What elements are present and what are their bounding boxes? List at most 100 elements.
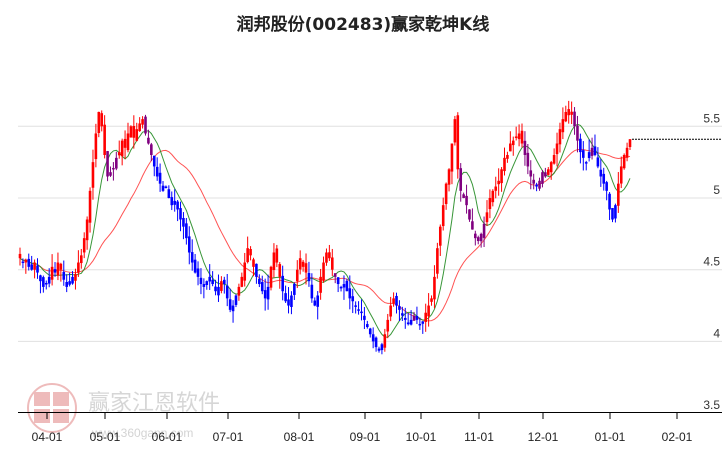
candle [523,140,527,155]
candle [392,298,395,304]
candle [182,217,185,227]
candle [167,189,171,198]
candle [418,323,422,326]
candle [599,169,603,177]
candle [301,261,305,267]
candle [471,221,474,230]
candle [39,275,42,282]
candle [582,150,585,158]
candle [79,255,83,264]
candle [389,305,392,317]
candle [476,237,480,242]
watermark-brand: 赢家江恩软件 [88,391,220,416]
candle [479,233,483,242]
candle [152,155,156,167]
candle [240,276,244,287]
candle [109,172,112,176]
candle [491,190,495,203]
candle [427,305,430,317]
candle [500,169,503,184]
candle [336,277,340,285]
candle [444,183,448,205]
candle [482,223,486,238]
candle [564,111,568,122]
candle [608,193,611,210]
candle [44,282,48,285]
candle [316,295,320,307]
candle [459,168,463,191]
candle [494,186,498,191]
candle [497,180,500,185]
x-tick-label: 11-01 [464,430,494,444]
candle [424,312,427,322]
candle [541,172,544,184]
candle [511,140,515,146]
candle [535,184,538,187]
y-tick-label: 5 [713,183,720,197]
candle [42,277,45,287]
candle [33,262,36,270]
candle [433,276,436,300]
candle [506,154,509,159]
candle [173,200,176,205]
candle [430,298,433,302]
candle [339,286,343,289]
y-tick-label: 4 [713,326,720,340]
candle [450,143,454,172]
candle [82,238,86,253]
candle [333,273,337,277]
watermark: 赢家江恩软件 www.360gann.com [27,383,220,440]
candle [208,276,212,282]
candle [217,286,220,296]
candle [447,169,451,185]
candle [272,252,276,270]
candle [509,143,512,152]
candle [319,276,322,293]
candle [243,262,247,281]
candle [546,169,550,175]
candle [453,119,457,143]
candle [403,317,407,320]
candle [395,295,398,306]
candle [193,259,197,273]
candle [287,299,290,306]
candle [465,195,468,206]
candle [100,113,104,127]
candle [584,162,588,164]
candle [570,111,573,115]
candle [223,279,226,285]
candle [561,119,565,133]
candle [602,173,606,184]
candle [380,344,384,351]
candle [21,261,25,264]
candle [462,194,465,198]
candle [126,133,130,151]
x-tick-label: 05-01 [90,430,121,444]
candle [115,157,118,169]
candle [275,248,279,263]
watermark-url: www.360gann.com [91,426,193,440]
candle [593,146,597,155]
candle [436,248,439,274]
candle [27,258,31,267]
candle [68,281,71,285]
candle [313,300,317,306]
candle [330,257,334,270]
candle [415,316,419,320]
candle [354,305,357,307]
x-axis: 04-01 05-01 06-01 07-01 08-01 09-01 10-01 11-01… [18,412,722,444]
candle [357,309,360,311]
candle [409,319,413,325]
candle [161,185,165,191]
candle [625,147,629,158]
candle [503,157,506,172]
x-tick-label: 06-01 [152,430,183,444]
candle [77,262,80,273]
candle [117,152,121,156]
candle [596,157,600,167]
candle [36,265,39,273]
candle [278,264,282,277]
candle [328,252,331,259]
candle [129,126,133,138]
